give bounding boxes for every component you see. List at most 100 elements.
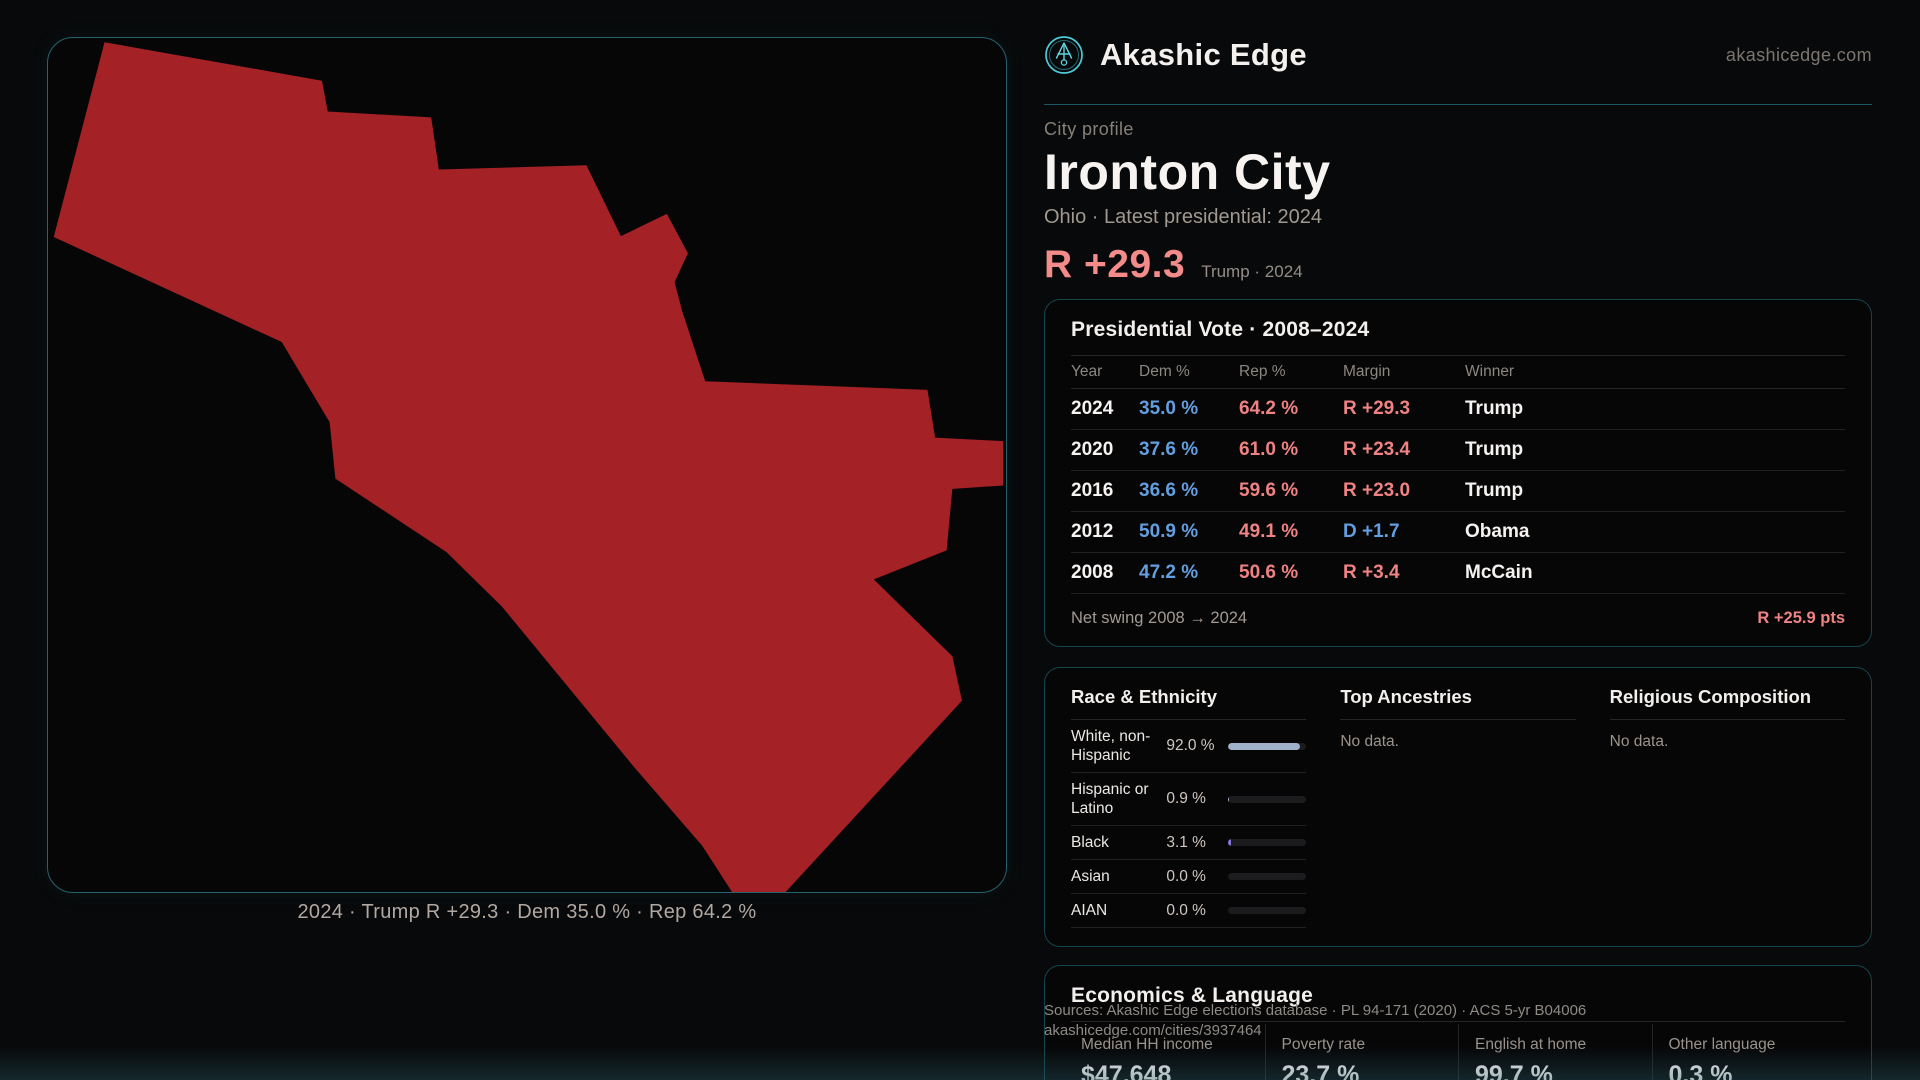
stat-label: Other language: [1668, 1036, 1776, 1053]
rep-cell: 50.6 %: [1239, 562, 1299, 583]
race-bar-fill: [1228, 795, 1230, 803]
race-row-black: Black 3.1 %: [1071, 826, 1307, 860]
city-map: [53, 42, 1004, 892]
race-bar: [1228, 795, 1307, 803]
race-label: Hispanic or Latino: [1071, 781, 1149, 817]
economics-panel: Economics & Language Median HH income $4…: [1044, 965, 1872, 1080]
religion-section: Religious Composition No data.: [1609, 686, 1845, 928]
race-bar: [1228, 907, 1307, 914]
eyebrow-label: City profile: [1044, 119, 1134, 139]
race-label: Asian: [1071, 868, 1110, 885]
margin-cell: D +1.7: [1343, 521, 1400, 542]
race-value: 0.0 %: [1166, 867, 1206, 885]
map-panel: [47, 37, 1007, 893]
winner-cell: Trump: [1465, 439, 1524, 460]
race-row-asian: Asian 0.0 %: [1071, 860, 1307, 894]
col-dem: Dem %: [1139, 363, 1190, 380]
site-header: Akashic Edge akashicedge.com: [1044, 32, 1872, 78]
stat-value: 0.3 %: [1668, 1061, 1733, 1080]
year-cell: 2024: [1071, 398, 1114, 419]
stat-value: $47,648: [1081, 1061, 1172, 1080]
vote-row-2020: 2020 37.6 % 61.0 % R +23.4 Trump: [1071, 430, 1845, 471]
rep-cell: 59.6 %: [1239, 480, 1299, 501]
year-cell: 2016: [1071, 480, 1114, 501]
demographics-panel: Race & Ethnicity White, non-Hispanic 92.…: [1044, 667, 1872, 947]
margin-cell: R +3.4: [1343, 562, 1400, 583]
net-swing-label: Net swing 2008 → 2024: [1071, 609, 1248, 627]
page-footer: Sources: Akashic Edge elections database…: [1044, 1001, 1586, 1041]
race-section-title: Race & Ethnicity: [1071, 686, 1307, 720]
rep-cell: 61.0 %: [1239, 439, 1299, 460]
stat-value: 99.7 %: [1475, 1061, 1553, 1080]
margin-cell: R +23.4: [1343, 439, 1411, 460]
stat-label: English at home: [1475, 1036, 1587, 1053]
religion-section-title: Religious Composition: [1609, 686, 1845, 720]
stat-median-income: Median HH income $47,648: [1071, 1024, 1265, 1080]
net-swing-row: Net swing 2008 → 2024 R +25.9 pts: [1071, 594, 1845, 628]
ancestries-empty-state: No data.: [1340, 733, 1399, 750]
dem-cell: 50.9 %: [1139, 521, 1199, 542]
net-swing-value: R +25.9 pts: [1757, 609, 1845, 627]
race-bar: [1228, 839, 1307, 846]
winner-cell: Trump: [1465, 480, 1524, 501]
vote-table-header: Year Dem % Rep % Margin Winner: [1071, 356, 1845, 389]
headline-note: Trump · 2024: [1201, 262, 1303, 281]
page-title: Ironton City: [1044, 144, 1331, 200]
map-caption: 2024 · Trump R +29.3 · Dem 35.0 % · Rep …: [297, 901, 757, 923]
footer-sources: Sources: Akashic Edge elections database…: [1044, 1002, 1587, 1019]
headline-result: R +29.3 Trump · 2024: [1044, 243, 1872, 287]
panel-divider: [1071, 355, 1845, 356]
year-cell: 2012: [1071, 521, 1114, 542]
race-value: 0.9 %: [1166, 790, 1206, 807]
vote-row-2008: 2008 47.2 % 50.6 % R +3.4 McCain: [1071, 553, 1845, 594]
dem-cell: 37.6 %: [1139, 439, 1199, 460]
page-subtitle: Ohio · Latest presidential: 2024: [1044, 206, 1322, 228]
race-value: 3.1 %: [1166, 833, 1206, 851]
stat-english-at-home: English at home 99.7 %: [1458, 1024, 1652, 1080]
stat-label: Median HH income: [1081, 1036, 1213, 1053]
stat-value: 23.7 %: [1281, 1061, 1360, 1080]
right-column: Akashic Edge akashicedge.com City profil…: [1044, 0, 1872, 1080]
winner-cell: McCain: [1465, 562, 1533, 583]
presidential-vote-panel: Presidential Vote · 2008–2024 Year Dem %…: [1044, 299, 1872, 647]
akashic-edge-logo-icon: [1045, 36, 1083, 74]
race-section: Race & Ethnicity White, non-Hispanic 92.…: [1071, 686, 1307, 928]
race-row-aian: AIAN 0.0 %: [1071, 894, 1307, 928]
race-bar: [1228, 873, 1307, 880]
ancestries-section: Top Ancestries No data.: [1340, 686, 1576, 928]
religion-empty-state: No data.: [1609, 733, 1669, 750]
vote-row-2024: 2024 35.0 % 64.2 % R +29.3 Trump: [1071, 389, 1845, 430]
winner-cell: Obama: [1465, 521, 1530, 542]
race-bar-fill: [1228, 742, 1301, 750]
race-label: AIAN: [1071, 902, 1108, 919]
brand-name: Akashic Edge: [1100, 37, 1307, 72]
vote-row-2012: 2012 50.9 % 49.1 % D +1.7 Obama: [1071, 512, 1845, 553]
stat-poverty-rate: Poverty rate 23.7 %: [1264, 1024, 1459, 1080]
col-margin: Margin: [1343, 363, 1391, 380]
margin-cell: R +23.0: [1343, 480, 1411, 501]
year-cell: 2008: [1071, 562, 1114, 583]
ancestries-section-title: Top Ancestries: [1340, 686, 1576, 720]
footer-permalink: akashicedge.com/cities/3937464: [1044, 1022, 1262, 1039]
race-value: 0.0 %: [1166, 901, 1206, 919]
race-value: 92.0 %: [1166, 737, 1215, 754]
dem-cell: 47.2 %: [1139, 562, 1199, 583]
margin-cell: R +29.3: [1343, 398, 1411, 419]
city-boundary-shape: [53, 42, 1004, 892]
headline-margin: R +29.3: [1044, 243, 1186, 286]
economics-title: Economics & Language: [1071, 984, 1314, 1007]
panel-divider: [1071, 1021, 1845, 1022]
rep-cell: 49.1 %: [1239, 521, 1299, 542]
header-divider: [1044, 104, 1872, 105]
site-domain: akashicedge.com: [1725, 44, 1872, 65]
col-rep: Rep %: [1239, 363, 1286, 380]
dem-cell: 35.0 %: [1139, 398, 1199, 419]
race-row-hispanic: Hispanic or Latino 0.9 %: [1071, 773, 1307, 826]
stat-label: Poverty rate: [1281, 1036, 1366, 1053]
race-label: White, non-Hispanic: [1071, 728, 1151, 764]
race-label: Black: [1071, 834, 1109, 851]
rep-cell: 64.2 %: [1239, 398, 1299, 419]
race-bar: [1228, 742, 1307, 750]
vote-panel-title: Presidential Vote · 2008–2024: [1071, 318, 1370, 341]
